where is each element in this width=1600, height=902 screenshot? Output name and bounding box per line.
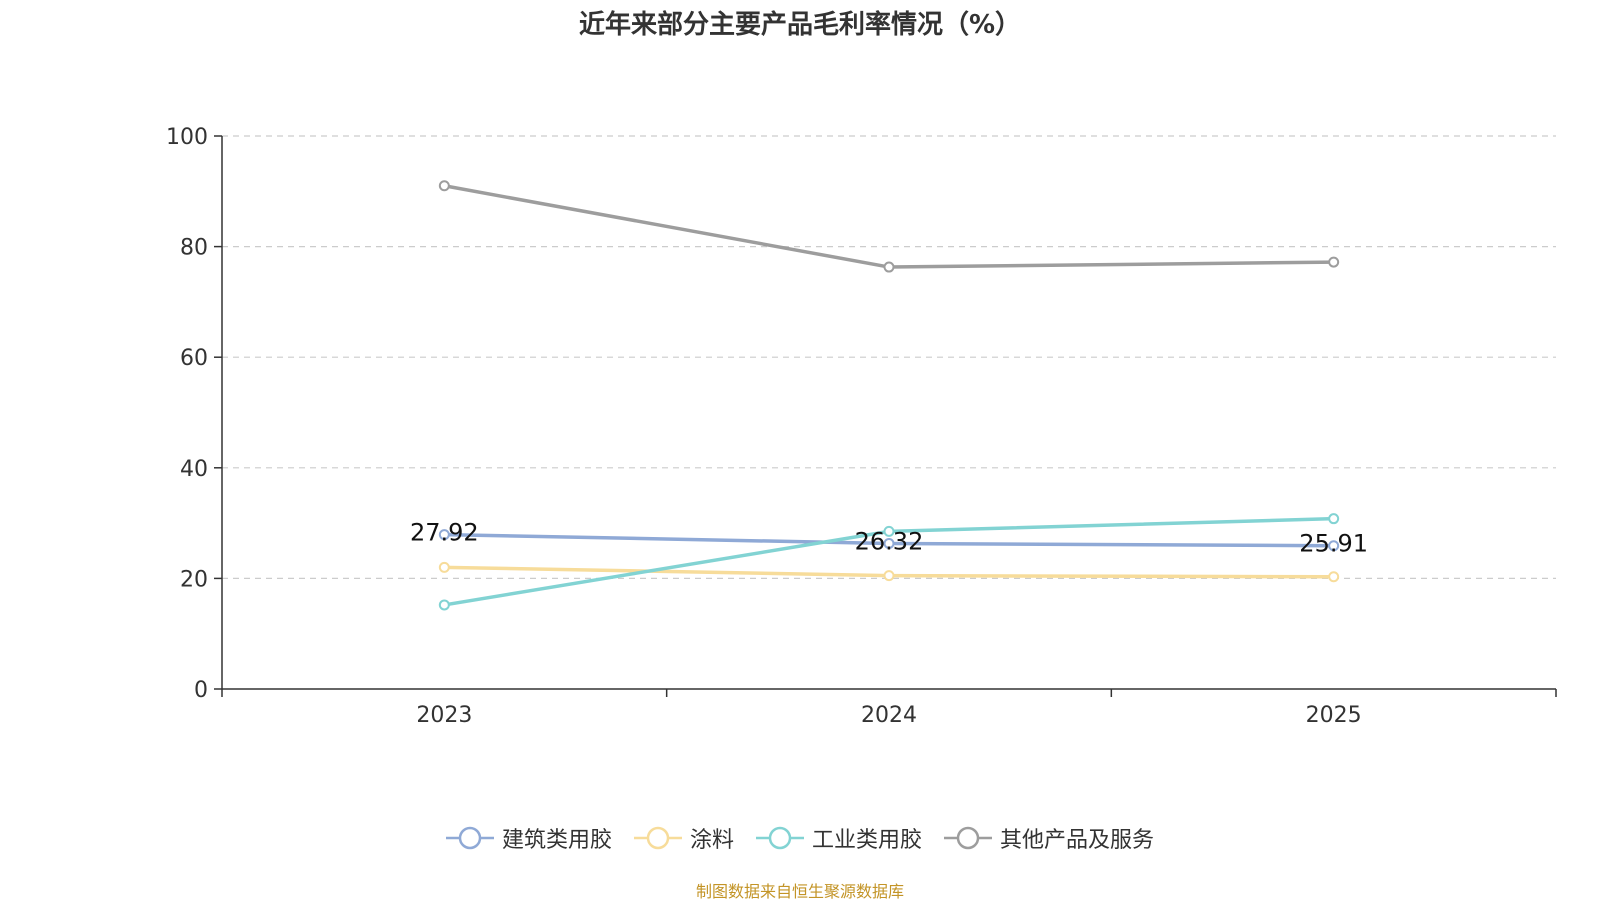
- data-label: 27.92: [410, 519, 479, 547]
- data-point: [438, 180, 450, 192]
- y-tick-label: 80: [180, 236, 208, 261]
- data-point: [883, 570, 895, 582]
- data-point: [1328, 513, 1340, 525]
- data-point: [438, 561, 450, 573]
- data-labels: 27.92 26.32 25.91: [410, 519, 1368, 558]
- chart-title: 近年来部分主要产品毛利率情况（%）: [578, 10, 1022, 40]
- data-point: [1328, 571, 1340, 583]
- axes: 0 20 40 60 80 100 2023 2024 2025: [166, 125, 1557, 728]
- data-point: [438, 599, 450, 611]
- y-tick-label: 40: [180, 457, 208, 482]
- legend-swatch-icon: [756, 826, 804, 850]
- legend-label: 涂料: [689, 828, 734, 853]
- data-point: [1328, 256, 1340, 268]
- y-tick-label: 60: [180, 346, 208, 371]
- series-line: [444, 184, 1334, 269]
- y-tick-label: 100: [166, 125, 208, 150]
- legend-label: 其他产品及服务: [1000, 828, 1155, 853]
- legend-swatch-icon: [633, 826, 682, 850]
- legend-item[interactable]: 涂料: [633, 822, 734, 854]
- legend-label: 工业类用胶: [812, 828, 923, 853]
- legend: 建筑类用胶 涂料 工业类用胶 其他产品及服务: [0, 822, 1600, 854]
- legend-item[interactable]: 工业类用胶: [756, 822, 922, 854]
- data-point: [883, 261, 895, 273]
- data-point: [438, 529, 450, 541]
- y-tick-label: 0: [194, 678, 208, 703]
- legend-swatch-icon: [445, 826, 494, 850]
- data-point: [883, 537, 895, 549]
- legend-item[interactable]: 其他产品及服务: [944, 822, 1154, 854]
- series-lines: [438, 180, 1340, 611]
- data-point: [883, 525, 895, 537]
- x-tick-label: 2023: [416, 703, 472, 728]
- legend-label: 建筑类用胶: [501, 828, 612, 853]
- legend-item[interactable]: 建筑类用胶: [445, 822, 612, 854]
- data-point: [1328, 540, 1340, 552]
- x-tick-label: 2025: [1306, 703, 1362, 728]
- x-tick-label: 2024: [861, 703, 917, 728]
- grid-lines: [222, 135, 1556, 580]
- data-label: 26.32: [855, 527, 924, 555]
- source-note: 制图数据来自恒生聚源数据库: [695, 882, 904, 901]
- data-label: 25.91: [1299, 530, 1368, 558]
- y-tick-label: 20: [180, 567, 208, 592]
- legend-swatch-icon: [944, 826, 993, 850]
